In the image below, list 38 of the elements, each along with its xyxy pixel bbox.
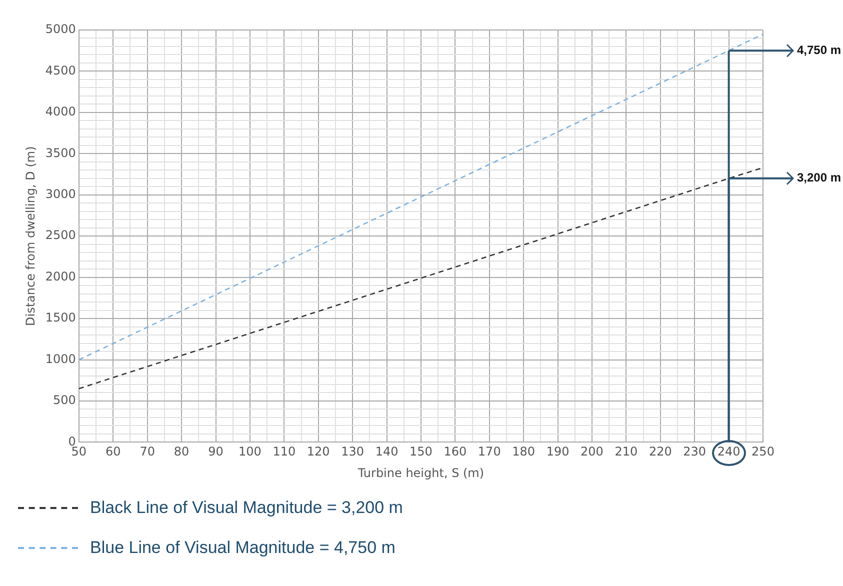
x-tick-label: 230 bbox=[683, 444, 706, 459]
annotation: 3,200 m bbox=[797, 170, 842, 185]
y-tick-label: 1500 bbox=[45, 310, 76, 325]
x-tick-label: 140 bbox=[375, 444, 398, 459]
x-tick-label: 50 bbox=[71, 444, 87, 459]
annotation: 4,750 m bbox=[797, 42, 842, 57]
x-tick-label: 190 bbox=[546, 444, 570, 459]
x-tick-label: 220 bbox=[648, 444, 672, 459]
legend-label: Black Line of Visual Magnitude = 3,200 m bbox=[90, 498, 403, 518]
x-tick-label: 150 bbox=[410, 444, 432, 459]
x-tick-label: 100 bbox=[238, 444, 262, 459]
y-tick-label: 500 bbox=[53, 393, 76, 408]
y-tick-label: 2500 bbox=[45, 228, 76, 242]
x-tick-label: 200 bbox=[580, 444, 604, 459]
x-tick-label: 180 bbox=[512, 444, 536, 459]
x-tick-label: 80 bbox=[174, 444, 190, 459]
y-tick-label: 3500 bbox=[45, 146, 76, 160]
x-tick-label: 60 bbox=[106, 444, 121, 459]
y-tick-label: 5000 bbox=[45, 22, 76, 36]
y-tick-label: 3000 bbox=[45, 187, 76, 202]
x-axis-title: Turbine height, S (m) bbox=[356, 466, 484, 480]
line-series bbox=[78, 33, 764, 360]
x-tick-label: 170 bbox=[478, 444, 501, 459]
y-axis-title: Distance from dwelling, D (m) bbox=[23, 146, 38, 326]
x-tick-label: 240 bbox=[717, 444, 740, 459]
x-tick-label: 110 bbox=[272, 444, 296, 459]
x-tick-label: 90 bbox=[208, 444, 224, 459]
x-tick-label: 210 bbox=[614, 444, 638, 459]
x-tick-label: 250 bbox=[752, 444, 774, 459]
y-tick-label: 4500 bbox=[45, 63, 76, 78]
x-tick-label: 130 bbox=[341, 444, 364, 459]
x-tick-label: 160 bbox=[444, 444, 467, 459]
x-tick-label: 120 bbox=[306, 444, 330, 459]
y-tick-label: 2000 bbox=[45, 269, 76, 284]
legend-label: Blue Line of Visual Magnitude = 4,750 m bbox=[90, 538, 396, 558]
y-tick-label: 1000 bbox=[45, 352, 76, 366]
x-tick-label: 70 bbox=[140, 444, 155, 459]
y-tick-label: 4000 bbox=[45, 104, 76, 119]
